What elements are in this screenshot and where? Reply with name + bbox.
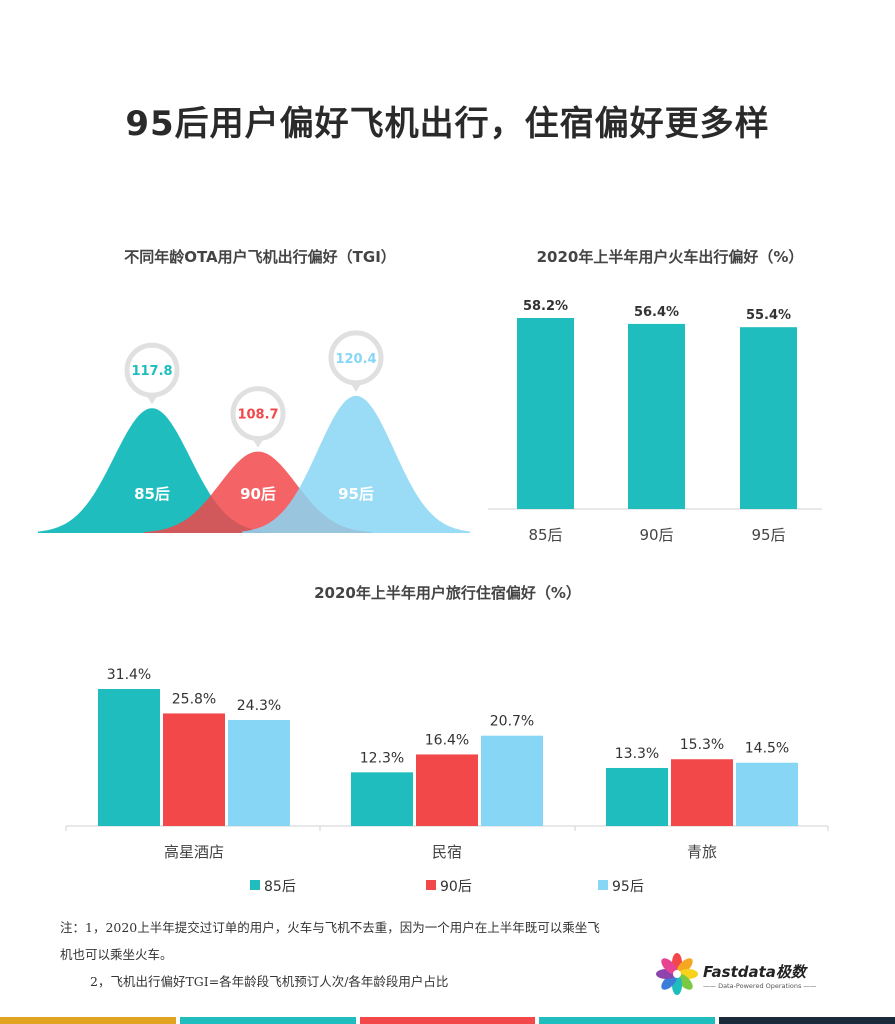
logo-name: Fastdata极数 — [703, 963, 806, 981]
train-category-label: 95后 — [751, 526, 785, 544]
lodging-bar-1-3 — [228, 719, 290, 826]
logo-tagline: —— Data-Powered Operations —— — [703, 982, 817, 990]
lodging-value-label: 25.8% — [172, 691, 216, 707]
lodging-value-label: 15.3% — [680, 737, 724, 753]
footer-segment-3 — [359, 1017, 536, 1024]
lodging-bar-1-2 — [163, 713, 225, 826]
lodging-chart-title: 2020年上半年用户旅行住宿偏好（%） — [314, 584, 581, 602]
legend-swatch-2 — [426, 880, 436, 890]
tgi-value-label: 117.8 — [131, 364, 172, 379]
lodging-bar-2-1 — [351, 772, 413, 826]
tgi-bubble-pointer — [145, 393, 159, 405]
legend-swatch-3 — [598, 880, 608, 890]
tgi-curve-3 — [242, 395, 470, 533]
flower-logo-icon — [656, 953, 698, 995]
note-line-1: 注：1，2020上半年提交过订单的用户，火车与飞机不去重，因为一个用户在上半年既… — [60, 920, 600, 935]
train-bar-2 — [628, 323, 685, 509]
tgi-curve-label: 90后 — [240, 485, 276, 503]
lodging-bar-2-2 — [416, 754, 478, 826]
page-title: 95后用户偏好飞机出行，住宿偏好更多样 — [125, 104, 770, 144]
lodging-bar-2-3 — [481, 735, 543, 826]
tgi-value-label: 120.4 — [335, 352, 376, 367]
lodging-bar-3-1 — [606, 767, 668, 826]
lodging-value-label: 24.3% — [237, 698, 281, 714]
tgi-value-label: 108.7 — [237, 408, 278, 423]
footer-segment-2 — [179, 1017, 356, 1024]
train-category-label: 85后 — [528, 526, 562, 544]
fastdata-logo: Fastdata极数 —— Data-Powered Operations —— — [655, 952, 835, 998]
lodging-bar-3-2 — [671, 759, 733, 826]
lodging-category-label: 民宿 — [432, 843, 462, 861]
train-value-label: 58.2% — [523, 299, 568, 314]
footer-segment-5 — [719, 1017, 895, 1024]
footer-segment-1 — [0, 1017, 176, 1024]
lodging-category-label: 青旅 — [687, 843, 717, 861]
lodging-bar-1-1 — [98, 689, 160, 826]
train-bar-3 — [740, 327, 797, 509]
lodging-bar-3-3 — [736, 762, 798, 826]
train-chart-title: 2020年上半年用户火车出行偏好（%） — [536, 248, 804, 266]
lodging-value-label: 31.4% — [107, 667, 151, 683]
footer-color-bar — [0, 1017, 895, 1024]
footer-segment-4 — [539, 1017, 716, 1024]
lodging-value-label: 12.3% — [360, 750, 404, 766]
lodging-value-label: 20.7% — [490, 714, 534, 730]
train-value-label: 56.4% — [634, 305, 679, 320]
lodging-value-label: 13.3% — [615, 746, 659, 762]
train-category-label: 90后 — [639, 526, 673, 544]
legend-swatch-1 — [250, 880, 260, 890]
legend-label-1: 85后 — [264, 879, 296, 895]
tgi-bubble-pointer — [251, 436, 265, 448]
footnotes: 注：1，2020上半年提交过订单的用户，火车与飞机不去重，因为一个用户在上半年既… — [60, 914, 710, 995]
tgi-curve-label: 85后 — [134, 485, 170, 503]
legend-label-2: 90后 — [440, 879, 472, 895]
lodging-value-label: 14.5% — [745, 741, 789, 757]
tgi-chart-title: 不同年龄OTA用户飞机出行偏好（TGI） — [124, 248, 396, 266]
note-line-3: 2，飞机出行偏好TGI=各年龄段飞机预订人次/各年龄段用户占比 — [90, 974, 449, 989]
tgi-bubble-pointer — [349, 380, 363, 392]
note-line-2: 机也可以乘坐火车。 — [60, 947, 173, 962]
train-bar-1 — [517, 318, 574, 509]
tgi-curve-label: 95后 — [338, 485, 374, 503]
lodging-value-label: 16.4% — [425, 732, 469, 748]
lodging-category-label: 高星酒店 — [164, 843, 224, 861]
train-value-label: 55.4% — [746, 308, 791, 323]
legend-label-3: 95后 — [612, 879, 644, 895]
